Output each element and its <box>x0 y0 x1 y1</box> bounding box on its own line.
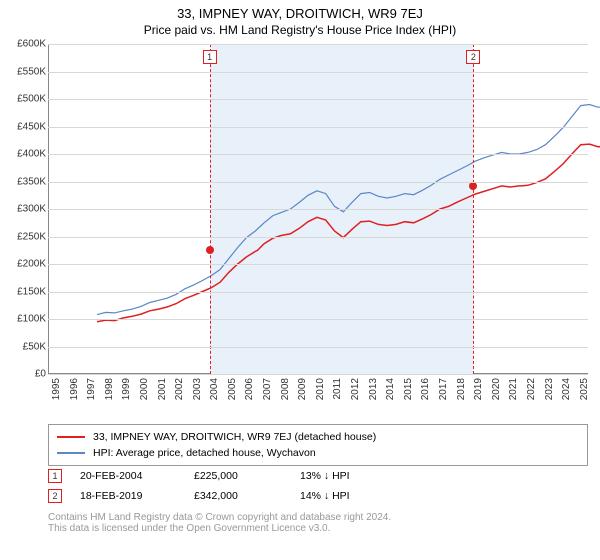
y-gridline <box>48 127 588 128</box>
x-tick-label: 2005 <box>227 378 238 400</box>
y-tick-label: £250K <box>17 231 46 242</box>
sale-date: 18-FEB-2019 <box>68 490 188 502</box>
x-tick-label: 2006 <box>244 378 255 400</box>
sale-dot <box>469 182 477 190</box>
y-gridline <box>48 44 588 45</box>
sale-marker-box: 2 <box>48 489 62 503</box>
y-gridline <box>48 319 588 320</box>
x-tick-label: 2020 <box>491 378 502 400</box>
x-tick-label: 2019 <box>473 378 484 400</box>
x-tick-label: 2010 <box>315 378 326 400</box>
x-tick-label: 2023 <box>544 378 555 400</box>
y-tick-label: £200K <box>17 259 46 270</box>
x-tick-label: 2007 <box>262 378 273 400</box>
x-tick-label: 2012 <box>350 378 361 400</box>
y-gridline <box>48 182 588 183</box>
y-tick-label: £400K <box>17 149 46 160</box>
x-tick-label: 2016 <box>420 378 431 400</box>
y-tick-label: £50K <box>23 341 46 352</box>
y-gridline <box>48 99 588 100</box>
y-gridline <box>48 347 588 348</box>
y-gridline <box>48 374 588 375</box>
sale-marker-box: 1 <box>203 50 217 64</box>
y-tick-label: £600K <box>17 39 46 50</box>
legend-swatch <box>57 452 85 454</box>
sale-date: 20-FEB-2004 <box>68 470 188 482</box>
attribution-line: Contains HM Land Registry data © Crown c… <box>48 512 588 523</box>
x-tick-label: 2002 <box>174 378 185 400</box>
sale-price: £342,000 <box>194 490 294 502</box>
y-gridline <box>48 154 588 155</box>
legend-label: 33, IMPNEY WAY, DROITWICH, WR9 7EJ (deta… <box>93 431 376 443</box>
x-tick-label: 2014 <box>385 378 396 400</box>
sale-price: £225,000 <box>194 470 294 482</box>
legend-box: 33, IMPNEY WAY, DROITWICH, WR9 7EJ (deta… <box>48 424 588 466</box>
legend-swatch <box>57 436 85 438</box>
x-tick-label: 2018 <box>456 378 467 400</box>
y-tick-label: £100K <box>17 314 46 325</box>
y-gridline <box>48 292 588 293</box>
x-tick-label: 2022 <box>526 378 537 400</box>
y-tick-label: £500K <box>17 94 46 105</box>
address-title: 33, IMPNEY WAY, DROITWICH, WR9 7EJ <box>0 6 600 21</box>
y-tick-label: £450K <box>17 121 46 132</box>
sales-table: 1 20-FEB-2004 £225,000 13% ↓ HPI 2 18-FE… <box>48 466 588 506</box>
title-block: 33, IMPNEY WAY, DROITWICH, WR9 7EJ Price… <box>0 0 600 37</box>
x-tick-label: 2011 <box>332 378 343 400</box>
x-tick-label: 1999 <box>121 378 132 400</box>
y-gridline <box>48 237 588 238</box>
sale-row: 1 20-FEB-2004 £225,000 13% ↓ HPI <box>48 466 588 486</box>
y-gridline <box>48 264 588 265</box>
x-tick-label: 2021 <box>508 378 519 400</box>
x-tick-label: 2001 <box>157 378 168 400</box>
x-tick-label: 2008 <box>280 378 291 400</box>
legend-label: HPI: Average price, detached house, Wych… <box>93 447 316 459</box>
chart-subtitle: Price paid vs. HM Land Registry's House … <box>0 23 600 37</box>
sale-marker-box: 2 <box>466 50 480 64</box>
x-tick-label: 2025 <box>579 378 590 400</box>
sale-dot <box>206 246 214 254</box>
y-gridline <box>48 72 588 73</box>
series-line <box>97 139 600 322</box>
y-tick-label: £550K <box>17 66 46 77</box>
legend-row: HPI: Average price, detached house, Wych… <box>57 445 579 461</box>
x-tick-label: 2004 <box>209 378 220 400</box>
x-tick-label: 2024 <box>561 378 572 400</box>
x-tick-label: 1995 <box>51 378 62 400</box>
x-tick-label: 1997 <box>86 378 97 400</box>
x-tick-label: 2017 <box>438 378 449 400</box>
sale-row: 2 18-FEB-2019 £342,000 14% ↓ HPI <box>48 486 588 506</box>
attribution-line: This data is licensed under the Open Gov… <box>48 523 588 534</box>
x-tick-label: 2000 <box>139 378 150 400</box>
x-tick-label: 2009 <box>297 378 308 400</box>
sale-pct-vs-hpi: 14% ↓ HPI <box>300 490 420 502</box>
sale-marker-box: 1 <box>48 469 62 483</box>
x-tick-label: 2015 <box>403 378 414 400</box>
y-tick-label: £300K <box>17 204 46 215</box>
y-tick-label: £150K <box>17 286 46 297</box>
x-tick-label: 1998 <box>104 378 115 400</box>
x-tick-label: 2013 <box>368 378 379 400</box>
sale-pct-vs-hpi: 13% ↓ HPI <box>300 470 420 482</box>
attribution-text: Contains HM Land Registry data © Crown c… <box>48 512 588 534</box>
x-tick-label: 1996 <box>69 378 80 400</box>
y-gridline <box>48 209 588 210</box>
y-tick-label: £350K <box>17 176 46 187</box>
x-tick-label: 2003 <box>192 378 203 400</box>
series-line <box>97 100 600 315</box>
chart-area: 1 2 £0 £50K £100K £150K £200K £250K £300K £350K £… <box>0 44 600 420</box>
legend-row: 33, IMPNEY WAY, DROITWICH, WR9 7EJ (deta… <box>57 429 579 445</box>
y-tick-label: £0 <box>35 369 46 380</box>
